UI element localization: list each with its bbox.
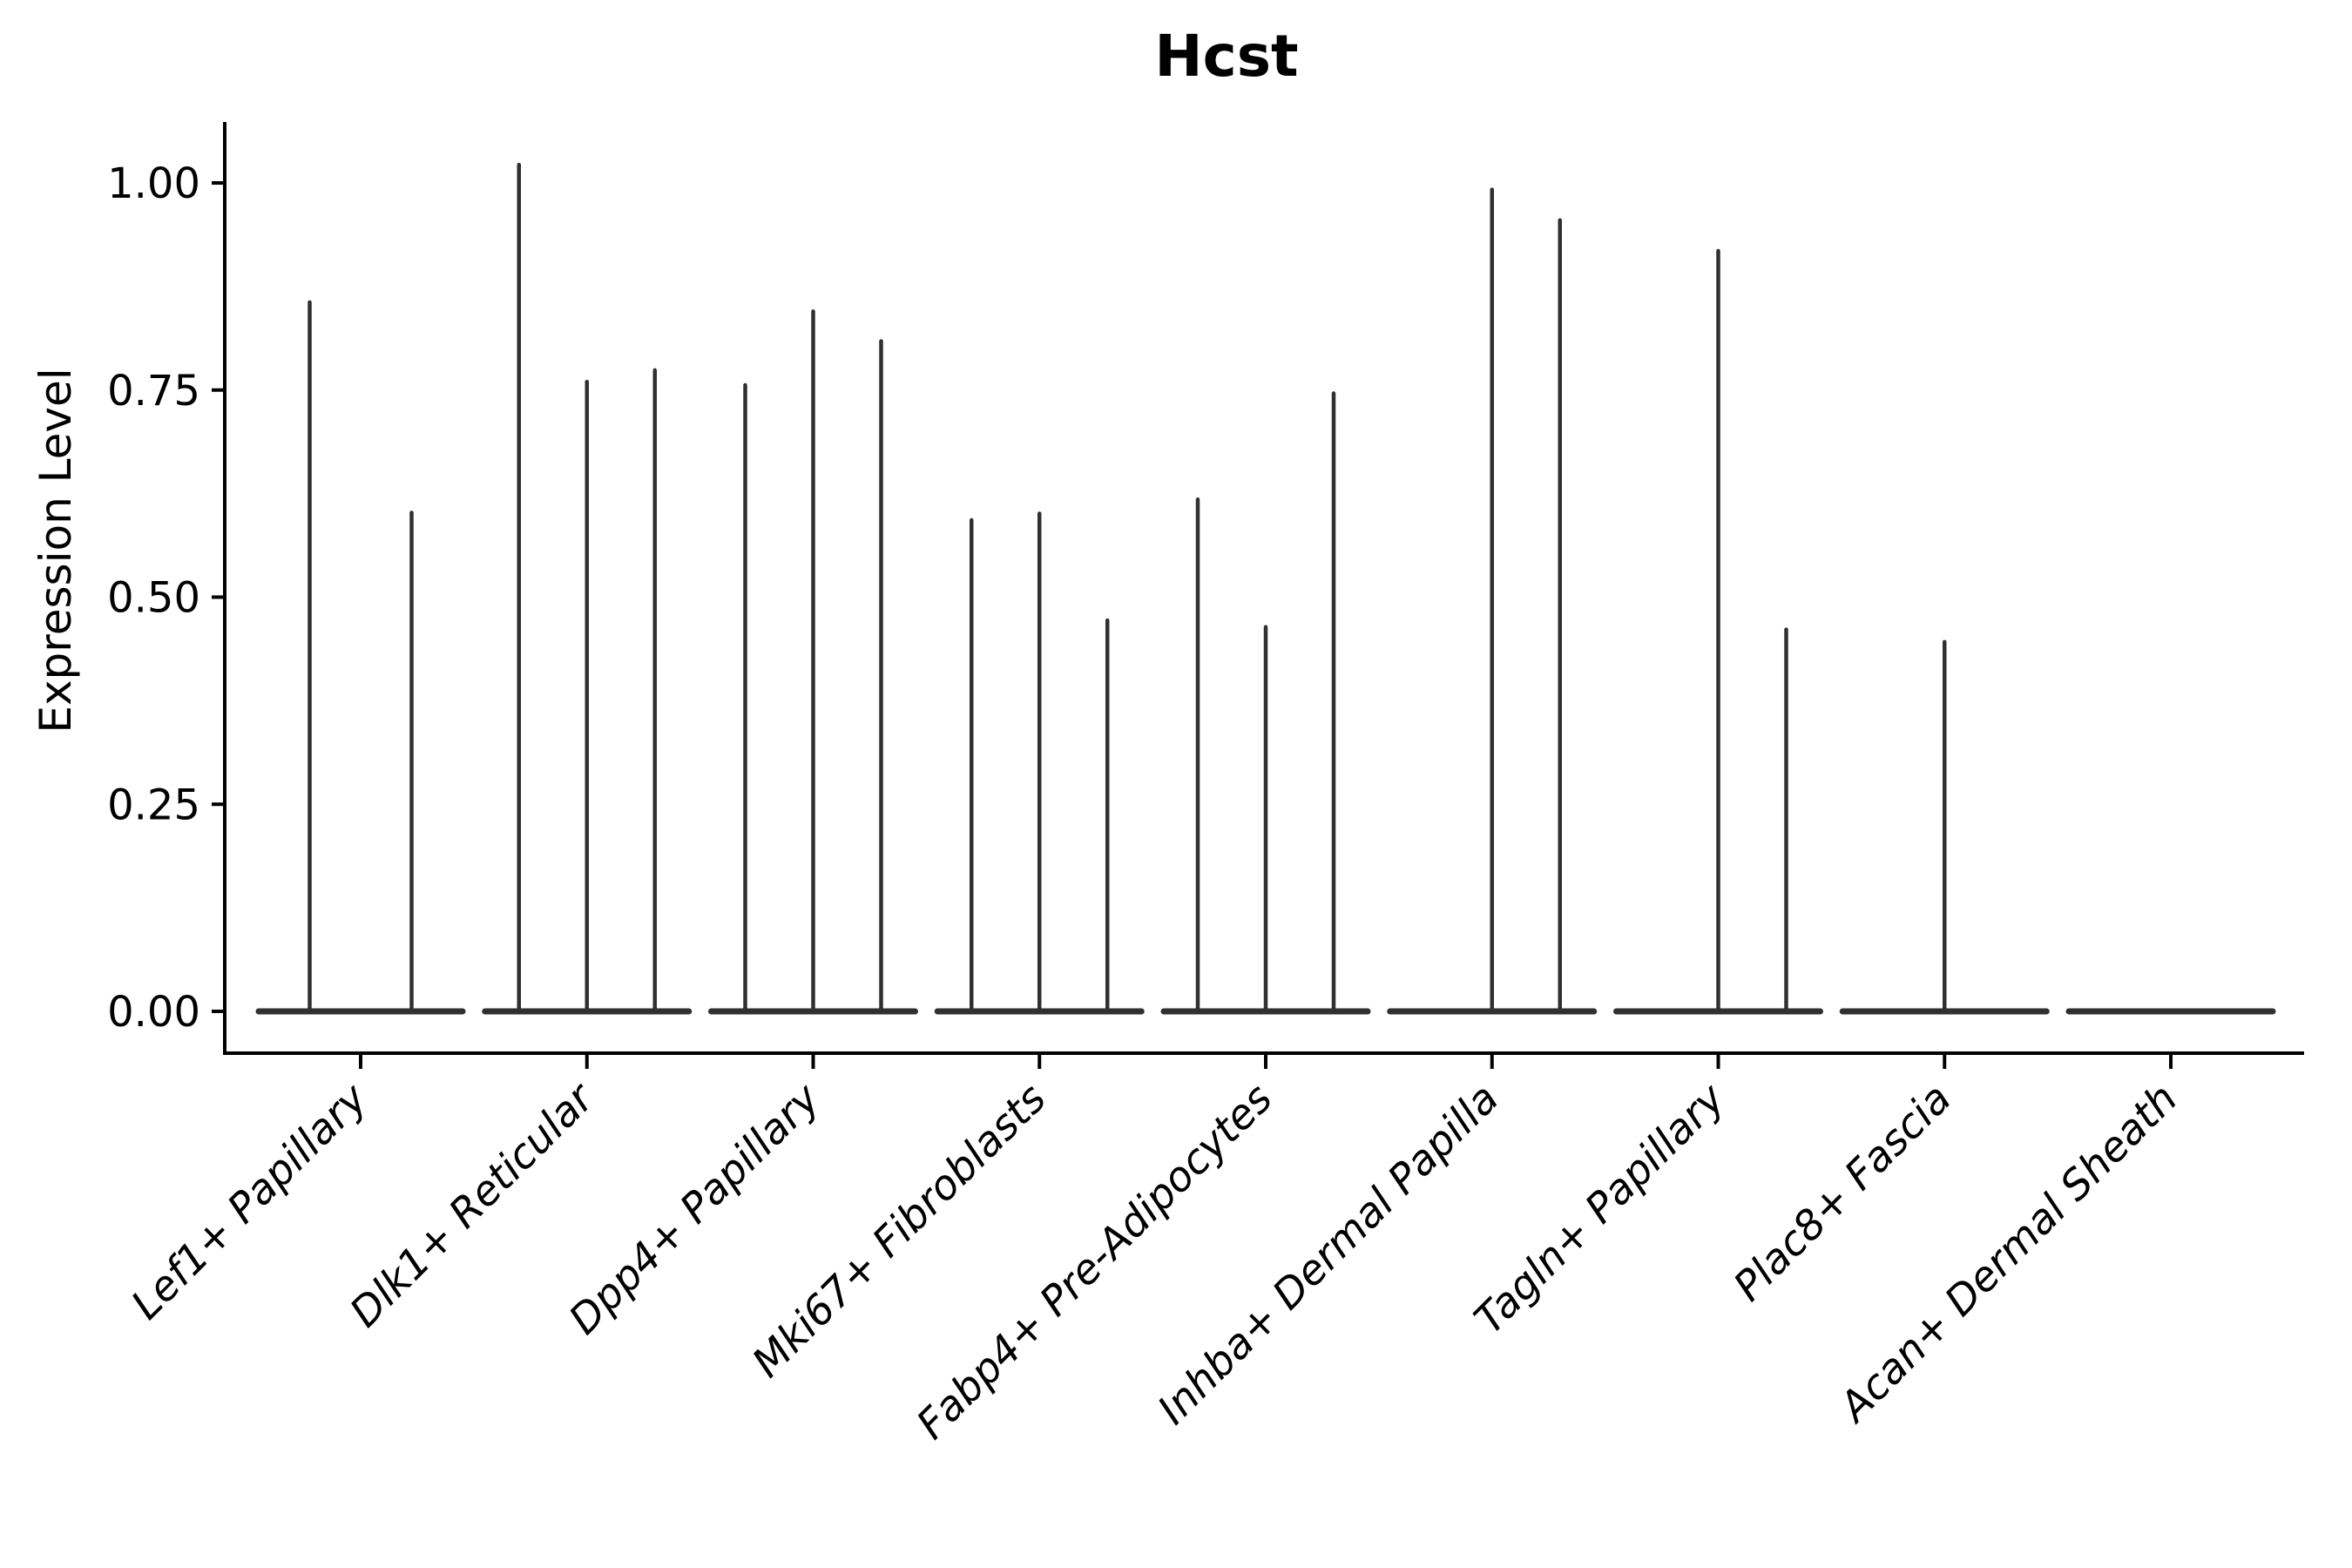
x-tick-label: Lef1+ Papillary bbox=[122, 1074, 377, 1329]
y-tick-label: 0.50 bbox=[107, 574, 200, 623]
y-tick-label: 0.00 bbox=[107, 988, 200, 1037]
x-tick-label: Dlk1+ Reticular bbox=[341, 1073, 605, 1337]
y-tick-label: 0.75 bbox=[107, 367, 200, 416]
x-tick-label: Fabp4+ Pre-Adipocytes bbox=[908, 1075, 1281, 1449]
x-tick-label: Tagln+ Papillary bbox=[1465, 1074, 1735, 1344]
y-tick-label: 1.00 bbox=[107, 159, 200, 208]
x-tick-label: Dpp4+ Papillary bbox=[560, 1074, 830, 1344]
x-tick-label: Plac8+ Fascia bbox=[1725, 1075, 1961, 1311]
chart-title: Hcst bbox=[1154, 23, 1299, 90]
y-tick-label: 0.25 bbox=[107, 781, 200, 829]
